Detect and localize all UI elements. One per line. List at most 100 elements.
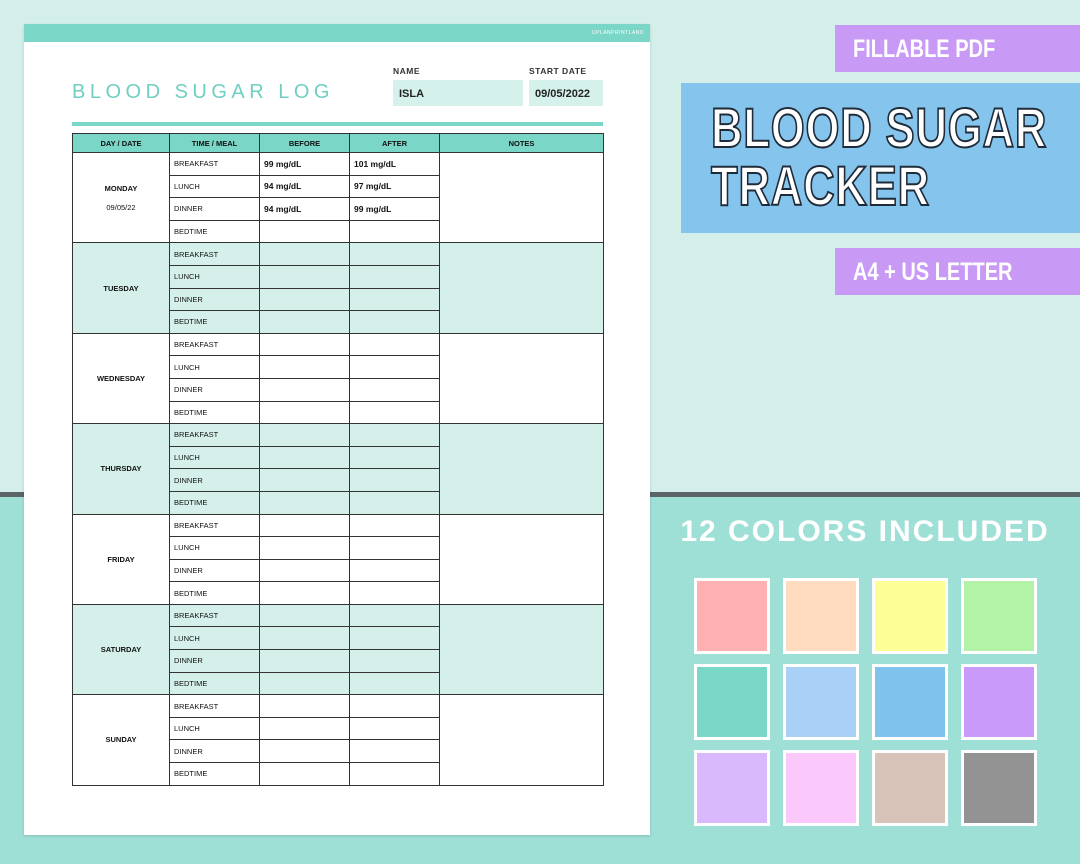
before-cell[interactable]	[259, 287, 350, 312]
before-cell[interactable]	[259, 332, 350, 357]
after-cell[interactable]	[349, 626, 440, 651]
after-cell[interactable]: 99 mg/dL	[349, 197, 440, 221]
meal-cell: DINNER	[169, 649, 260, 673]
notes-cell[interactable]	[439, 423, 604, 515]
column-header: AFTER	[349, 133, 440, 153]
meal-cell: BREAKFAST	[169, 242, 260, 266]
name-label: NAME	[393, 66, 421, 76]
header-row: DAY / DATE TIME / MEAL BEFORE AFTER NOTES	[72, 133, 604, 153]
before-cell[interactable]	[259, 649, 350, 673]
notes-cell[interactable]	[439, 694, 604, 786]
day-name: TUESDAY	[103, 283, 139, 293]
before-cell[interactable]	[259, 739, 350, 764]
before-cell[interactable]	[259, 716, 350, 741]
sheet-title: BLOOD SUGAR LOG	[72, 81, 334, 103]
column-header: TIME / MEAL	[169, 133, 260, 153]
before-cell[interactable]: 94 mg/dL	[259, 174, 350, 199]
before-cell[interactable]	[259, 400, 350, 425]
before-cell[interactable]	[259, 536, 350, 560]
meal-cell: BREAKFAST	[169, 603, 260, 628]
badge: FILLABLE PDF	[835, 25, 1080, 72]
after-cell[interactable]	[349, 332, 440, 357]
after-cell[interactable]: 101 mg/dL	[349, 152, 440, 176]
before-cell[interactable]	[259, 423, 350, 447]
log-row: BEDTIME	[73, 671, 604, 696]
after-cell[interactable]	[349, 264, 440, 289]
before-cell[interactable]	[259, 626, 350, 651]
before-cell[interactable]	[259, 762, 350, 786]
after-cell[interactable]	[349, 310, 440, 334]
after-cell[interactable]	[349, 490, 440, 515]
after-cell[interactable]	[349, 536, 440, 560]
meal-cell: LUNCH	[169, 626, 260, 651]
day-name: THURSDAY	[100, 464, 142, 474]
day-name: SATURDAY	[100, 645, 142, 655]
notes-cell[interactable]	[439, 603, 604, 696]
log-row: BEDTIME	[73, 762, 604, 786]
before-cell[interactable]	[259, 671, 350, 696]
before-cell[interactable]	[259, 490, 350, 515]
color-swatch	[783, 664, 859, 740]
after-cell[interactable]	[349, 603, 440, 628]
after-cell[interactable]	[349, 739, 440, 764]
after-cell[interactable]	[349, 242, 440, 266]
after-cell[interactable]	[349, 355, 440, 379]
day-date: 09/05/22	[106, 202, 136, 212]
before-cell[interactable]	[259, 355, 350, 379]
start-field[interactable]: 09/05/2022	[529, 80, 603, 106]
meal-cell: LUNCH	[169, 355, 260, 379]
before-cell[interactable]	[259, 310, 350, 334]
column-header: NOTES	[439, 133, 604, 153]
before-cell[interactable]	[259, 468, 350, 492]
after-cell[interactable]	[349, 513, 440, 538]
after-cell[interactable]	[349, 671, 440, 696]
badge-text: FILLABLE PDF	[853, 35, 996, 63]
before-cell[interactable]	[259, 242, 350, 266]
log-sheet: UPLANPRINTLAND BLOOD SUGAR LOG NAME ISLA…	[24, 24, 650, 835]
after-cell[interactable]	[349, 468, 440, 492]
after-cell[interactable]	[349, 694, 440, 718]
after-cell[interactable]	[349, 762, 440, 786]
before-cell[interactable]	[259, 219, 350, 244]
after-cell[interactable]	[349, 649, 440, 673]
meal-cell: BEDTIME	[169, 581, 260, 605]
log-row: DINNER	[73, 377, 604, 402]
notes-cell[interactable]	[439, 242, 604, 334]
notes-cell[interactable]	[439, 513, 604, 605]
after-cell[interactable]	[349, 219, 440, 244]
meal-cell: DINNER	[169, 468, 260, 492]
before-cell[interactable]	[259, 264, 350, 289]
color-swatch	[694, 664, 770, 740]
color-swatch	[783, 750, 859, 826]
color-swatch	[872, 664, 948, 740]
after-cell[interactable]	[349, 423, 440, 447]
after-cell[interactable]	[349, 287, 440, 312]
log-table: DAY / DATE TIME / MEAL BEFORE AFTER NOTES MO…	[72, 133, 604, 786]
start-label: START DATE	[529, 66, 587, 76]
before-cell[interactable]	[259, 445, 350, 470]
notes-cell[interactable]	[439, 151, 604, 244]
after-cell[interactable]	[349, 377, 440, 402]
name-field[interactable]: ISLA	[393, 80, 523, 106]
after-cell[interactable]	[349, 581, 440, 605]
before-cell[interactable]	[259, 377, 350, 402]
meal-cell: BEDTIME	[169, 310, 260, 334]
before-cell[interactable]	[259, 694, 350, 718]
before-cell[interactable]	[259, 581, 350, 605]
before-cell[interactable]	[259, 513, 350, 538]
notes-cell[interactable]	[439, 332, 604, 425]
before-cell[interactable]: 99 mg/dL	[259, 152, 350, 176]
meal-cell: BREAKFAST	[169, 332, 260, 357]
after-cell[interactable]	[349, 445, 440, 470]
after-cell[interactable]	[349, 558, 440, 583]
log-row: BEDTIME	[73, 490, 604, 515]
after-cell[interactable]	[349, 716, 440, 741]
before-cell[interactable]	[259, 603, 350, 628]
before-cell[interactable]: 94 mg/dL	[259, 197, 350, 221]
before-cell[interactable]	[259, 558, 350, 583]
after-cell[interactable]: 97 mg/dL	[349, 174, 440, 199]
rule	[72, 122, 603, 126]
after-cell[interactable]	[349, 400, 440, 425]
column-header: BEFORE	[259, 133, 350, 153]
log-row: LUNCH	[73, 536, 604, 560]
